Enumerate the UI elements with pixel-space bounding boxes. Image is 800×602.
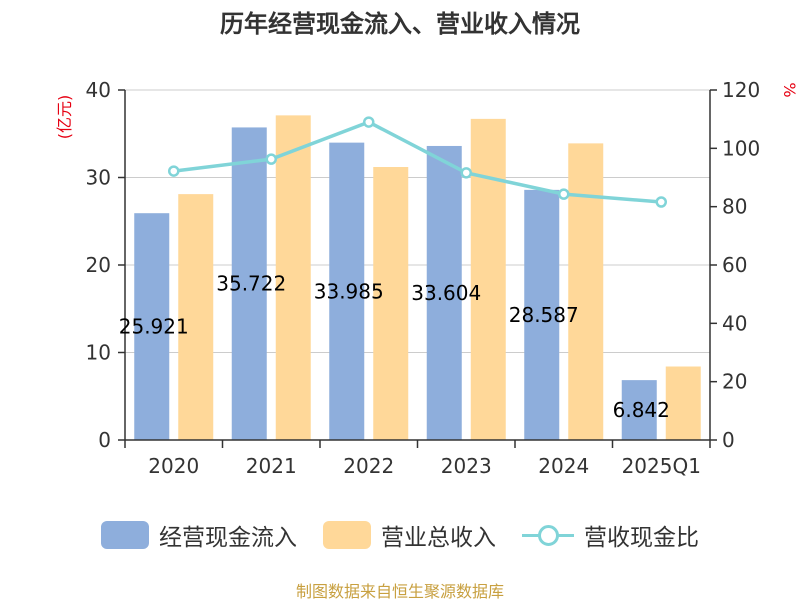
y-left-unit: (亿元): [55, 95, 74, 140]
axes: [118, 89, 717, 448]
y-right-tick-label: 120: [722, 78, 760, 102]
bar-revenue: [275, 115, 311, 440]
data-label-cash-inflow: 33.604: [411, 281, 481, 305]
y-right-tick-label: 60: [722, 253, 747, 277]
bar-cash-inflow: [621, 380, 657, 440]
legend-swatch-revenue: [323, 521, 371, 549]
bar-revenue: [373, 167, 409, 440]
x-tick-label: 2022: [343, 454, 394, 478]
legend-swatch-cash-inflow: [101, 521, 149, 549]
chart-title: 历年经营现金流入、营业收入情况: [220, 10, 580, 38]
bar-cash-inflow: [134, 213, 170, 440]
bar-cash-inflow: [426, 145, 462, 440]
line-cash-ratio: [173, 120, 662, 204]
tick-labels: 0 10 20 30 40 0 20 40 60 80 100 120 2020 2021 2022 2023…: [86, 78, 761, 478]
y-left-tick-label: 0: [98, 428, 111, 452]
data-label-cash-inflow: 35.722: [216, 272, 286, 296]
y-right-tick-label: 20: [722, 370, 747, 394]
point-cash-ratio: [655, 196, 667, 208]
point-cash-ratio: [460, 167, 472, 179]
data-label-cash-inflow: 6.842: [613, 398, 670, 422]
bar-revenue: [665, 366, 701, 440]
x-tick-label: 2020: [148, 454, 199, 478]
line-series: [168, 116, 667, 208]
y-right-tick-label: 0: [722, 428, 735, 452]
legend-label-cash-inflow: 经营现金流入: [159, 525, 297, 551]
bar-series: [134, 115, 701, 441]
point-cash-ratio: [168, 165, 180, 177]
point-cash-ratio: [363, 116, 375, 128]
bar-revenue: [178, 194, 214, 440]
legend-item-cash-inflow[interactable]: 经营现金流入: [101, 518, 297, 552]
legend-label-cash-ratio: 营收现金比: [584, 525, 699, 551]
y-left-tick-label: 10: [86, 341, 111, 365]
legend-label-revenue: 营业总收入: [381, 525, 496, 551]
y-left-tick-label: 20: [86, 253, 111, 277]
point-cash-ratio: [558, 188, 570, 200]
bar-cash-inflow: [231, 127, 267, 441]
legend-swatch-cash-ratio: [522, 521, 574, 549]
y-right-unit: %: [780, 82, 799, 97]
gridlines: [125, 89, 710, 353]
data-label-cash-inflow: 33.985: [314, 279, 384, 303]
data-label-cash-inflow: 28.587: [509, 303, 579, 327]
x-tick-label: 2024: [538, 454, 589, 478]
x-tick-label: 2021: [246, 454, 297, 478]
data-label-cash-inflow: 25.921: [119, 315, 189, 339]
bar-cash-inflow: [329, 142, 365, 440]
x-tick-label: 2023: [441, 454, 492, 478]
data-labels: 25.921 35.722 33.985 33.604 28.587 6.842: [119, 272, 670, 422]
legend-item-cash-ratio[interactable]: 营收现金比: [522, 518, 699, 552]
legend-item-revenue[interactable]: 营业总收入: [323, 518, 496, 552]
y-right-tick-label: 40: [722, 311, 747, 335]
bar-cash-inflow: [524, 189, 560, 440]
point-cash-ratio: [265, 153, 277, 165]
x-tick-label: 2025Q1: [622, 454, 701, 478]
source-note: 制图数据来自恒生聚源数据库: [295, 582, 504, 601]
y-right-tick-label: 80: [722, 195, 747, 219]
y-right-tick-label: 100: [722, 136, 760, 160]
bar-revenue: [568, 143, 604, 440]
bar-revenue: [470, 118, 506, 440]
y-left-tick-label: 30: [86, 166, 111, 190]
y-left-tick-label: 40: [86, 78, 111, 102]
legend: 经营现金流入 营业总收入 营收现金比: [0, 515, 800, 555]
